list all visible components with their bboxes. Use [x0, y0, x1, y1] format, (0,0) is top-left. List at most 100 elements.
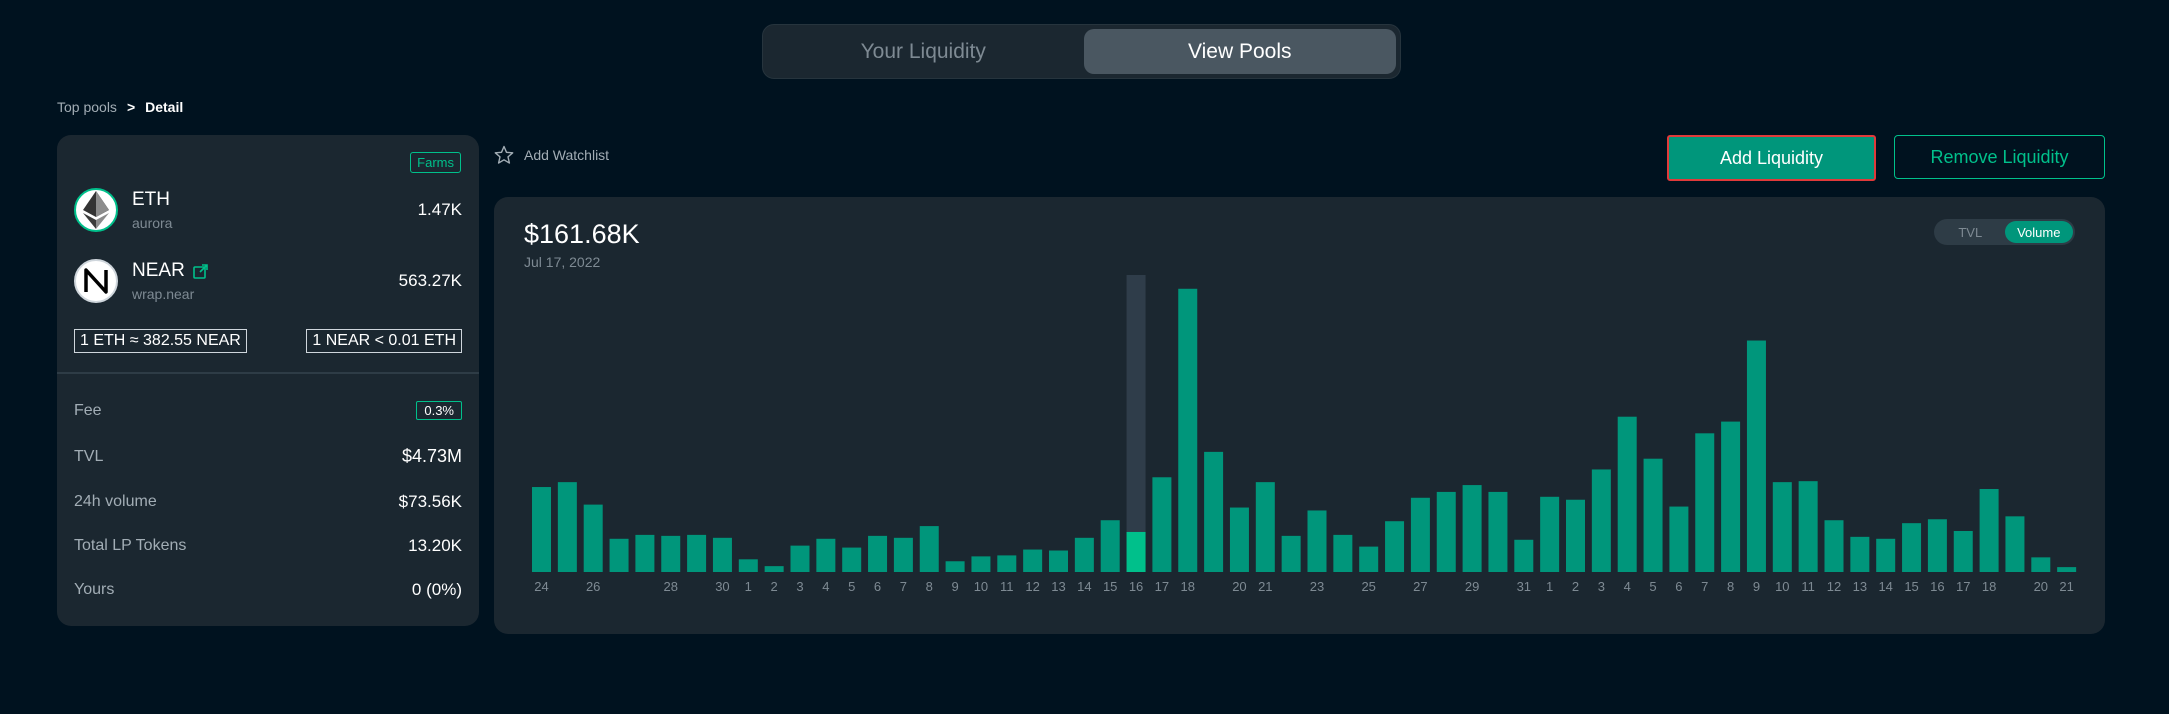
- toggle-volume[interactable]: Volume: [2004, 221, 2073, 243]
- x-tick-label: 1: [745, 579, 752, 594]
- chart-bar[interactable]: [2057, 567, 2077, 572]
- add-liquidity-button[interactable]: Add Liquidity: [1667, 135, 1876, 181]
- chart-bar[interactable]: [1023, 549, 1043, 572]
- chart-bar[interactable]: [816, 538, 836, 572]
- chart-bar[interactable]: [532, 487, 551, 572]
- stat-tvl: TVL $4.73M: [74, 446, 462, 467]
- chart-bar[interactable]: [868, 535, 888, 572]
- x-tick-label: 6: [1675, 579, 1682, 594]
- toggle-tvl[interactable]: TVL: [1958, 224, 1983, 240]
- chart-bar[interactable]: [919, 526, 939, 572]
- chart-bar[interactable]: [687, 534, 707, 572]
- x-tick-label: 21: [1258, 579, 1272, 594]
- x-tick-label: 15: [1103, 579, 1117, 594]
- divider: [57, 372, 479, 374]
- add-watchlist-button[interactable]: Add Watchlist: [494, 145, 609, 165]
- watchlist-label: Add Watchlist: [524, 147, 610, 163]
- x-tick-label: 5: [1649, 579, 1656, 594]
- chart-bar[interactable]: [1126, 531, 1146, 572]
- chart-bar[interactable]: [1514, 539, 1534, 572]
- chart-bar[interactable]: [1669, 506, 1689, 572]
- chart-bar[interactable]: [1333, 534, 1353, 572]
- chart-bar[interactable]: [661, 535, 681, 572]
- x-tick-label: 17: [1155, 579, 1169, 594]
- chart-bar[interactable]: [997, 555, 1017, 572]
- chart-bar[interactable]: [1436, 491, 1456, 572]
- x-tick-label: 13: [1051, 579, 1065, 594]
- chart-bar[interactable]: [1876, 538, 1896, 572]
- tab-view-pools[interactable]: View Pools: [1083, 29, 1396, 74]
- chart-bar[interactable]: [764, 566, 784, 572]
- stat-value: $4.73M: [401, 446, 462, 466]
- chart-bar[interactable]: [1100, 520, 1120, 572]
- chart-bar[interactable]: [557, 482, 577, 572]
- chart-bar[interactable]: [1953, 530, 1973, 572]
- token-symbol: ETH: [132, 189, 170, 210]
- x-tick-label: 12: [1025, 579, 1039, 594]
- chart-bar[interactable]: [1695, 433, 1715, 572]
- chart-bar[interactable]: [1772, 482, 1792, 572]
- chart-bar[interactable]: [1824, 520, 1844, 572]
- stat-label: TVL: [74, 447, 104, 465]
- token-amount: 1.47K: [417, 200, 462, 219]
- chart-bar[interactable]: [1617, 416, 1637, 572]
- chart-bar[interactable]: [1566, 499, 1585, 572]
- chart-bar[interactable]: [1850, 536, 1870, 572]
- chart-bar[interactable]: [1359, 546, 1379, 572]
- stat-fee: Fee 0.3%: [74, 401, 462, 420]
- chart-bar[interactable]: [842, 547, 862, 572]
- chart-bar[interactable]: [2031, 557, 2051, 572]
- x-tick-label: 8: [1727, 579, 1734, 594]
- chart-bar[interactable]: [1152, 477, 1172, 572]
- x-tick-label: 9: [951, 579, 958, 594]
- chart-bar[interactable]: [1591, 469, 1611, 572]
- chart-bar[interactable]: [1643, 458, 1663, 572]
- chart-bar[interactable]: [1281, 535, 1301, 572]
- remove-liquidity-button[interactable]: Remove Liquidity: [1894, 135, 2105, 179]
- chart-bar[interactable]: [1798, 481, 1818, 572]
- external-link-icon[interactable]: [192, 263, 208, 279]
- token-address: aurora: [132, 215, 173, 231]
- chart-bar[interactable]: [635, 534, 655, 572]
- chart-bar[interactable]: [1255, 482, 1275, 572]
- stat-label: 24h volume: [74, 493, 157, 510]
- chart-bar[interactable]: [609, 538, 629, 572]
- x-tick-label: 7: [900, 579, 907, 594]
- chart-bar[interactable]: [1074, 537, 1094, 572]
- volume-bar-chart[interactable]: 24 26 28 30 1 2 3 4 5 6 7 8 9 10 11 12 13 14 15 16 17 18 20 21 2…: [494, 197, 2105, 634]
- chart-bar[interactable]: [1204, 451, 1224, 572]
- chart-bar[interactable]: [1746, 340, 1766, 572]
- chart-bar[interactable]: [1540, 496, 1560, 572]
- chart-bar[interactable]: [1462, 485, 1482, 572]
- chart-bar[interactable]: [1979, 488, 1999, 572]
- chart-bar[interactable]: [1488, 491, 1508, 572]
- tab-your-liquidity[interactable]: Your Liquidity: [860, 39, 986, 63]
- token-amount: 563.27K: [398, 271, 462, 290]
- chart-bar[interactable]: [1229, 507, 1249, 572]
- farms-badge[interactable]: Farms: [410, 152, 461, 173]
- x-tick-label: 29: [1465, 579, 1479, 594]
- x-tick-label: 14: [1878, 579, 1892, 594]
- chart-bar[interactable]: [893, 537, 913, 572]
- stat-yours: Yours 0 (0%): [74, 580, 462, 600]
- chart-bar[interactable]: [1410, 497, 1430, 572]
- chart-bar[interactable]: [583, 504, 603, 572]
- eth-icon: [74, 188, 118, 232]
- chart-bar[interactable]: [790, 545, 810, 572]
- stat-label: Fee: [74, 401, 102, 419]
- breadcrumb-top-pools[interactable]: Top pools: [57, 99, 117, 115]
- chart-bar[interactable]: [1178, 288, 1198, 572]
- token-row-eth: ETH aurora 1.47K: [74, 188, 462, 234]
- chart-bar[interactable]: [945, 561, 965, 572]
- chart-bar[interactable]: [712, 537, 732, 572]
- chart-bar[interactable]: [1721, 421, 1741, 572]
- chart-bar[interactable]: [738, 559, 758, 572]
- chart-bar[interactable]: [1902, 523, 1922, 572]
- chart-bar[interactable]: [1049, 550, 1068, 572]
- chart-headline-value: $161.68K: [524, 219, 640, 249]
- chart-bar[interactable]: [1307, 510, 1327, 572]
- chart-bar[interactable]: [2005, 516, 2025, 572]
- chart-bar[interactable]: [1385, 521, 1405, 572]
- chart-bar[interactable]: [971, 556, 991, 572]
- chart-bar[interactable]: [1927, 519, 1947, 572]
